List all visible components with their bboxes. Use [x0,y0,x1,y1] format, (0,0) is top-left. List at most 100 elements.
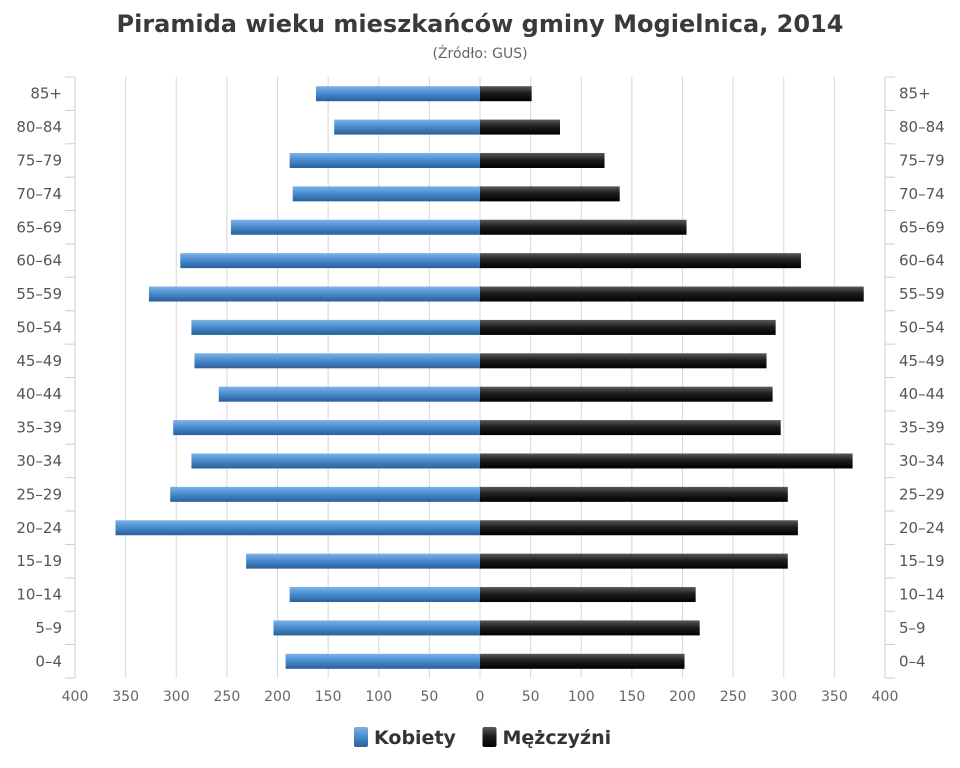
bar-mezczyzni[interactable] [480,319,776,335]
chart-title: Piramida wieku mieszkańców gminy Mogieln… [117,10,844,38]
category-label-right: 10–14 [899,586,945,604]
category-label-right: 30–34 [899,452,945,470]
bar-mezczyzni[interactable] [480,353,767,369]
x-tick-label: 50 [522,689,540,705]
axes: 400 350 300 250 200 150 100 50 0 50 100 150 200 250 30… [62,76,899,705]
bar-mezczyzni[interactable] [480,219,687,235]
x-tick-label: 400 [62,689,89,705]
x-tick-label: 50 [420,689,438,705]
category-label-left: 35–39 [16,419,62,437]
x-tick-label: 400 [872,689,899,705]
bar-kobiety[interactable] [194,353,480,369]
category-label-right: 80–84 [899,118,945,136]
category-label-left: 80–84 [16,118,62,136]
bar-kobiety[interactable] [315,86,480,102]
category-label-right: 65–69 [899,218,945,236]
bar-mezczyzni[interactable] [480,386,773,402]
category-label-right: 45–49 [899,352,945,370]
bar-mezczyzni[interactable] [480,453,853,469]
category-label-left: 15–19 [16,552,62,570]
category-label-right: 60–64 [899,252,945,270]
category-label-left: 25–29 [16,485,62,503]
bar-kobiety[interactable] [148,286,480,302]
bar-kobiety[interactable] [289,587,480,603]
bar-kobiety[interactable] [180,253,481,269]
bar-kobiety[interactable] [218,386,480,402]
x-tick-label: 350 [112,689,139,705]
x-tick-label: 300 [770,689,797,705]
bar-mezczyzni[interactable] [480,486,788,502]
x-tick-label: 300 [163,689,190,705]
x-tick-label: 200 [264,689,291,705]
x-tick-label: 100 [365,689,392,705]
bar-kobiety[interactable] [246,553,480,569]
bar-kobiety[interactable] [289,152,480,168]
bar-kobiety[interactable] [191,319,480,335]
category-label-left: 10–14 [16,586,62,604]
bar-kobiety[interactable] [273,620,480,636]
legend-item-kobiety[interactable]: Kobiety [354,727,457,749]
bar-kobiety[interactable] [173,420,480,436]
bar-mezczyzni[interactable] [480,186,620,202]
bar-mezczyzni[interactable] [480,119,560,135]
bars [115,86,864,669]
bar-mezczyzni[interactable] [480,520,798,536]
bar-kobiety[interactable] [170,486,481,502]
category-label-right: 85+ [899,85,931,103]
bar-kobiety[interactable] [115,520,481,536]
x-tick-label: 150 [315,689,342,705]
category-label-right: 5–9 [899,619,926,637]
bar-mezczyzni[interactable] [480,152,605,168]
x-tick-label: 150 [619,689,646,705]
category-label-right: 55–59 [899,285,945,303]
bar-mezczyzni[interactable] [480,420,781,436]
category-label-left: 75–79 [16,151,62,169]
legend-item-mezczyzni[interactable]: Mężczyźni [482,727,612,749]
x-tick-label: 250 [720,689,747,705]
category-label-right: 25–29 [899,485,945,503]
category-label-left: 20–24 [16,519,62,537]
category-label-right: 15–19 [899,552,945,570]
x-tick-label: 100 [568,689,595,705]
category-label-right: 20–24 [899,519,945,537]
bar-kobiety[interactable] [191,453,480,469]
bar-kobiety[interactable] [285,653,480,669]
category-label-right: 70–74 [899,185,945,203]
category-label-left: 70–74 [16,185,62,203]
bar-kobiety[interactable] [230,219,480,235]
x-tick-label: 250 [214,689,241,705]
legend-label: Kobiety [374,727,457,749]
category-label-right: 50–54 [899,318,945,336]
category-label-left: 65–69 [16,218,62,236]
bar-mezczyzni[interactable] [480,286,864,302]
chart-subtitle: (Źródło: GUS) [432,44,527,62]
bar-mezczyzni[interactable] [480,620,700,636]
x-tick-label: 0 [476,689,485,705]
x-tick-label: 200 [669,689,696,705]
category-label-left: 40–44 [16,385,62,403]
bar-mezczyzni[interactable] [480,653,685,669]
legend-swatch [354,727,368,747]
bar-mezczyzni[interactable] [480,86,532,102]
category-label-right: 0–4 [899,652,926,670]
bar-mezczyzni[interactable] [480,587,696,603]
category-label-left: 45–49 [16,352,62,370]
x-tick-label: 350 [821,689,848,705]
category-label-left: 30–34 [16,452,62,470]
category-label-right: 40–44 [899,385,945,403]
category-label-left: 60–64 [16,252,62,270]
bar-kobiety[interactable] [292,186,480,202]
bar-kobiety[interactable] [334,119,480,135]
bar-mezczyzni[interactable] [480,253,801,269]
legend-swatch [482,727,497,747]
category-labels: 85+ 85+ 80–84 80–84 75–79 75–79 70–74 70–74 65–6… [16,85,944,671]
category-label-left: 85+ [30,85,62,103]
legend[interactable]: Kobiety Mężczyźni [354,727,611,749]
category-label-right: 35–39 [899,419,945,437]
category-label-left: 0–4 [35,652,62,670]
category-label-right: 75–79 [899,151,945,169]
legend-label: Mężczyźni [503,727,612,749]
bar-mezczyzni[interactable] [480,553,788,569]
